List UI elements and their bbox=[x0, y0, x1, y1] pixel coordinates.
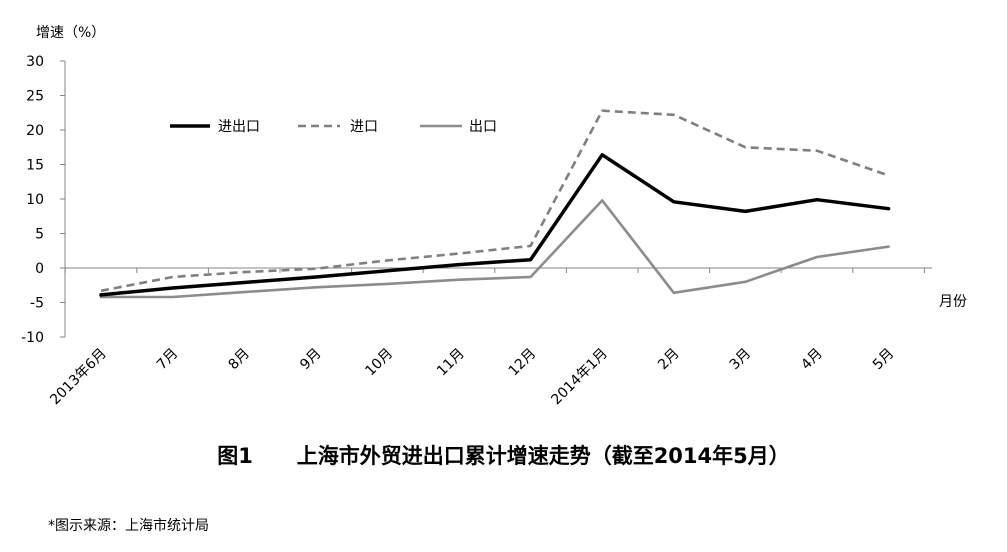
x-tick-label: 5月 bbox=[870, 346, 898, 374]
y-tick-label: 5 bbox=[35, 227, 44, 243]
series-lines bbox=[99, 109, 891, 299]
x-tick-label: 11月 bbox=[434, 346, 468, 380]
y-tick-label: 20 bbox=[26, 123, 44, 139]
source-note: *图示来源：上海市统计局 bbox=[48, 518, 209, 534]
y-tick-label: -5 bbox=[30, 296, 44, 312]
y-tick-label: 0 bbox=[35, 261, 44, 277]
x-tick-label: 7月 bbox=[154, 346, 182, 374]
y-axis-ticks: 30 25 20 15 10 5 0 -5 -10 bbox=[21, 54, 65, 346]
y-tick-label: 25 bbox=[26, 89, 44, 105]
legend-label-0: 进出口 bbox=[218, 119, 260, 135]
legend: 进出口 进口 出口 bbox=[170, 119, 497, 135]
x-tick-label: 2月 bbox=[655, 346, 683, 374]
x-axis-title: 月份 bbox=[939, 294, 967, 310]
y-axis-title: 增速（%） bbox=[36, 25, 105, 41]
legend-label-1: 进口 bbox=[350, 119, 378, 135]
x-tick-label: 3月 bbox=[727, 346, 755, 374]
x-tick-label: 9月 bbox=[297, 346, 325, 374]
x-tick-label: 2014年1月 bbox=[548, 346, 611, 409]
y-tick-label: 30 bbox=[26, 54, 44, 70]
x-tick-label: 10月 bbox=[362, 346, 396, 380]
series-line-2 bbox=[99, 199, 890, 299]
figure-caption: 图1 上海市外贸进出口累计增速走势（截至2014年5月） bbox=[217, 444, 790, 468]
y-tick-label: -10 bbox=[21, 330, 44, 346]
x-tick-label: 12月 bbox=[506, 346, 540, 380]
x-tick-label: 4月 bbox=[798, 346, 826, 374]
x-tick-label: 2013年6月 bbox=[47, 346, 110, 409]
series-line-1 bbox=[100, 109, 890, 293]
series-line-0 bbox=[99, 153, 891, 297]
y-tick-label: 15 bbox=[26, 158, 44, 174]
y-tick-label: 10 bbox=[26, 192, 44, 208]
x-tick-label: 8月 bbox=[226, 346, 254, 374]
legend-label-2: 出口 bbox=[469, 119, 497, 135]
